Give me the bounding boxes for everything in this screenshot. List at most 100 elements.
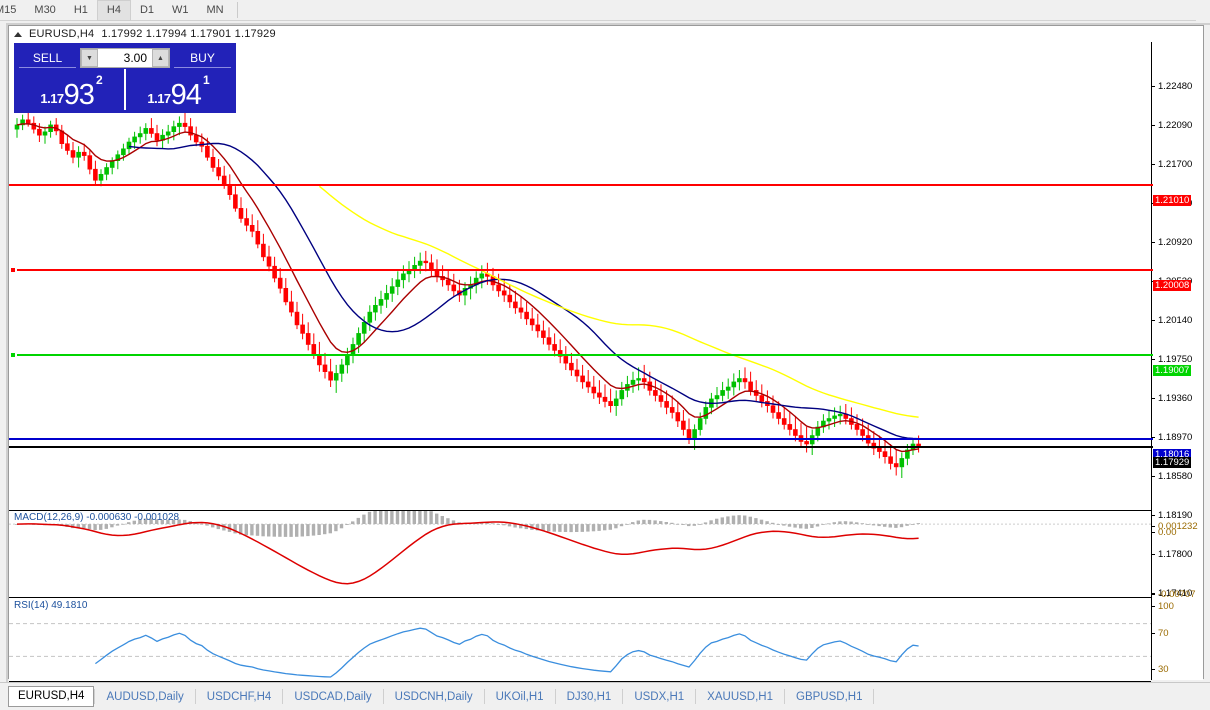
- tab-eurusd-h4[interactable]: EURUSD,H4: [8, 686, 95, 707]
- volume-field[interactable]: ▼ 3.00 ▲: [80, 48, 170, 68]
- buy-button[interactable]: BUY: [174, 48, 231, 68]
- timeframe-mn[interactable]: MN: [206, 3, 224, 16]
- symbol-tab-bar: EURUSD,H4 AUDUSD,Daily USDCHF,H4 USDCAD,Dai…: [0, 682, 1210, 710]
- volume-value[interactable]: 3.00: [123, 51, 147, 65]
- horizontal-price-line[interactable]: [9, 445, 1153, 448]
- sell-price-display[interactable]: 1.17 93 2: [19, 69, 126, 110]
- sell-price-fraction: 2: [95, 73, 103, 87]
- rsi-pane[interactable]: RSI(14) 49.1810: [9, 599, 1151, 681]
- price-scale[interactable]: 1.224801.220901.217001.213101.209201.205…: [1151, 42, 1204, 693]
- sell-button[interactable]: SELL: [19, 48, 76, 68]
- horizontal-price-line[interactable]: [9, 265, 1153, 274]
- scale-tick-label: 1.17410: [1158, 588, 1193, 599]
- horizontal-price-line[interactable]: [9, 183, 1153, 186]
- rsi-plot: [9, 623, 1151, 678]
- price-line-label: 1.21010: [1153, 194, 1192, 206]
- trade-panel-prices: 1.17 93 2 1.17 94 1: [19, 69, 231, 110]
- price-scale-tick: 1.18580: [1152, 471, 1204, 482]
- horizontal-price-line[interactable]: [9, 351, 1153, 360]
- scale-tick-label: 1.17800: [1158, 549, 1193, 560]
- scale-tick-label: 1.19750: [1158, 354, 1193, 365]
- timeframe-m30[interactable]: M30: [34, 3, 56, 16]
- scale-tick-label: 1.22090: [1158, 120, 1193, 131]
- tab-ukoil-h1[interactable]: UKOil,H1: [495, 690, 544, 703]
- tab-divider: [194, 689, 196, 704]
- tab-dj30-h1[interactable]: DJ30,H1: [566, 690, 612, 703]
- volume-increase-button[interactable]: ▲: [152, 49, 169, 67]
- scale-tick-label: 0.00: [1158, 527, 1177, 538]
- scale-tick-label: 0.001232: [1158, 521, 1198, 532]
- buy-price-display[interactable]: 1.17 94 1: [126, 69, 231, 110]
- scale-tick-label: 1.19360: [1158, 393, 1193, 404]
- tab-divider: [622, 689, 624, 704]
- scale-tick-label: 30: [1158, 664, 1169, 675]
- scale-tick-label: 100: [1158, 601, 1174, 612]
- sell-price-prefix: 1.17: [40, 91, 64, 106]
- price-line-label: 1.19007: [1153, 365, 1192, 377]
- price-scale-tick: 1.19360: [1152, 393, 1204, 404]
- one-click-trading-panel[interactable]: SELL ▼ 3.00 ▲ BUY 1.17 93 2 1.17 94 1: [14, 43, 236, 113]
- scale-tick-label: 1.20140: [1158, 315, 1193, 326]
- tab-usdchf-h4[interactable]: USDCHF,H4: [206, 690, 272, 703]
- tab-divider: [282, 689, 284, 704]
- price-scale-tick: 0.00: [1152, 527, 1204, 538]
- collapse-triangle-icon[interactable]: [14, 31, 22, 37]
- scale-tick-label: 70: [1158, 628, 1169, 639]
- price-line-label: 1.18016: [1153, 449, 1192, 461]
- tab-usdcad-daily[interactable]: USDCAD,Daily: [294, 690, 372, 703]
- buy-price-prefix: 1.17: [147, 91, 171, 106]
- tab-divider: [483, 689, 485, 704]
- price-scale-tick: 1.17800: [1152, 549, 1204, 560]
- macd-pane[interactable]: MACD(12,26,9) -0.000630 -0.001028: [9, 510, 1151, 598]
- tab-usdx-h1[interactable]: USDX,H1: [634, 690, 685, 703]
- volume-decrease-button[interactable]: ▼: [81, 49, 98, 67]
- trade-panel-controls: SELL ▼ 3.00 ▲ BUY: [19, 47, 231, 69]
- timeframe-w1[interactable]: W1: [172, 3, 189, 16]
- price-line-handle[interactable]: [9, 265, 17, 274]
- tab-gbpusd-h1[interactable]: GBPUSD,H1: [796, 690, 863, 703]
- price-scale-tick: 1.18190: [1152, 510, 1204, 521]
- price-scale-tick: 1.19750: [1152, 354, 1204, 365]
- tab-xauusd-h1[interactable]: XAUUSD,H1: [707, 690, 773, 703]
- chart-symbol-label: EURUSD,H4: [29, 28, 95, 40]
- price-pane[interactable]: [9, 42, 1151, 506]
- price-scale-tick: 1.21700: [1152, 159, 1204, 170]
- price-scale-tick: -0.00707: [1152, 589, 1204, 600]
- price-line-handle[interactable]: [9, 351, 17, 360]
- sell-price-big: 93: [63, 79, 95, 112]
- scale-tick-label: 1.18580: [1158, 471, 1193, 482]
- price-scale-tick: 1.20920: [1152, 237, 1204, 248]
- scale-tick-label: 1.20920: [1158, 237, 1193, 248]
- timeframe-m15[interactable]: M15: [0, 3, 17, 16]
- timeframe-toolbar: M15 M30 H1 H4 D1 W1 MN: [0, 0, 1196, 21]
- tab-divider: [382, 689, 384, 704]
- scale-tick-label: 1.18970: [1158, 432, 1193, 443]
- tab-divider: [554, 689, 556, 704]
- tab-usdcnh-daily[interactable]: USDCNH,Daily: [394, 690, 473, 703]
- price-line-label: 1.17929: [1153, 456, 1192, 468]
- chart-canvas-window: EURUSD,H4 1.17992 1.17994 1.17901 1.1792…: [6, 23, 1210, 697]
- price-line-label: 1.20008: [1153, 279, 1192, 291]
- chart-header: EURUSD,H4 1.17992 1.17994 1.17901 1.1792…: [9, 26, 1203, 42]
- tab-divider: [873, 689, 875, 704]
- timeframe-h4[interactable]: H4: [96, 0, 131, 21]
- tab-divider: [94, 689, 96, 704]
- horizontal-price-line[interactable]: [9, 438, 1153, 441]
- timeframe-h1[interactable]: H1: [73, 3, 88, 16]
- price-scale-tick: 1.17410: [1152, 588, 1204, 599]
- buy-price-fraction: 1: [202, 73, 210, 87]
- tab-audusd-daily[interactable]: AUDUSD,Daily: [106, 690, 184, 703]
- scale-tick-label: 1.18190: [1158, 510, 1193, 521]
- scale-tick-label: 1.21700: [1158, 159, 1193, 170]
- price-scale-tick: 100: [1152, 601, 1204, 612]
- chart-ohlc-values: 1.17992 1.17994 1.17901 1.17929: [101, 28, 276, 40]
- timeframe-d1[interactable]: D1: [139, 3, 154, 16]
- tab-divider: [784, 689, 785, 704]
- tab-divider: [695, 689, 697, 704]
- price-scale-tick: 70: [1152, 628, 1204, 639]
- price-scale-tick: 1.20140: [1152, 315, 1204, 326]
- scale-tick-label: 1.22480: [1158, 81, 1193, 92]
- rsi-label: RSI(14) 49.1810: [14, 600, 88, 611]
- buy-price-big: 94: [170, 79, 202, 112]
